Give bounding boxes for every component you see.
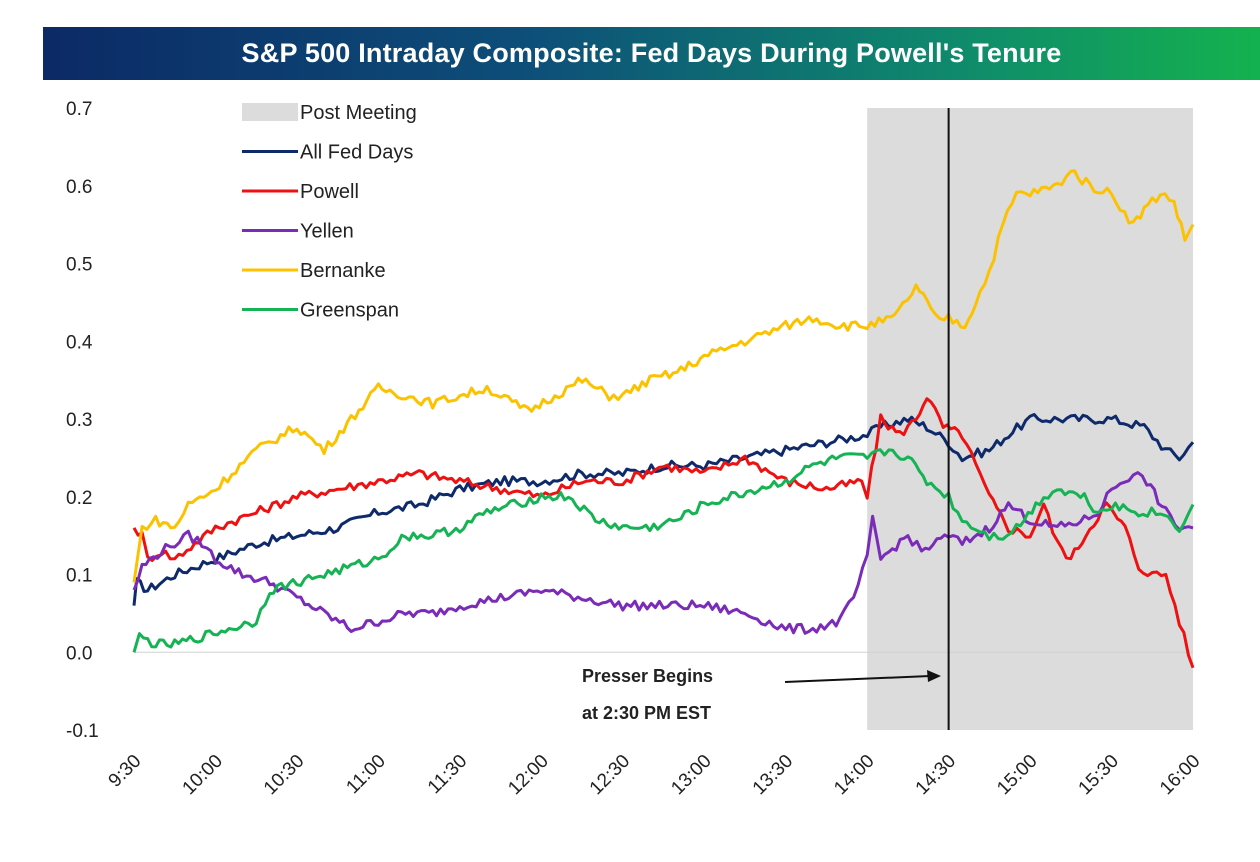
x-tick-label: 11:00 [342, 751, 389, 798]
legend-label: Bernanke [300, 260, 386, 282]
legend-swatch-post-meeting [242, 103, 298, 121]
annotation-text: at 2:30 PM EST [582, 703, 711, 723]
x-tick-label: 13:00 [667, 751, 715, 799]
x-tick-label: 10:00 [179, 751, 227, 799]
annotation-arrowhead [927, 670, 941, 682]
legend-label: All Fed Days [300, 142, 413, 164]
x-tick-label: 12:00 [504, 751, 552, 799]
y-tick-label: 0.7 [66, 99, 92, 120]
series-line-bernanke [132, 169, 1195, 583]
x-tick-label: 12:30 [586, 751, 634, 799]
series-line-all-fed-days [132, 413, 1195, 606]
x-tick-label: 13:30 [749, 751, 797, 799]
y-tick-label: 0.4 [66, 332, 93, 353]
y-tick-label: 0.3 [66, 410, 92, 431]
x-tick-label: 10:30 [260, 751, 308, 799]
y-tick-label: 0.0 [66, 643, 92, 664]
y-tick-label: 0.6 [66, 177, 92, 198]
x-tick-label: 11:30 [424, 751, 471, 798]
series-line-powell [132, 397, 1195, 669]
y-tick-label: 0.2 [66, 488, 92, 509]
annotation-arrow [784, 675, 931, 683]
legend-label: Post Meeting [300, 102, 417, 124]
x-tick-label: 15:30 [1075, 751, 1123, 799]
series-line-greenspan [132, 448, 1195, 653]
legend-label: Greenspan [300, 300, 399, 322]
x-tick-label: 9:30 [105, 751, 146, 792]
x-tick-label: 15:00 [993, 751, 1041, 799]
y-tick-label: 0.1 [66, 566, 92, 587]
y-tick-label: 0.5 [66, 255, 92, 276]
x-tick-label: 14:30 [912, 751, 960, 799]
chart-title: S&P 500 Intraday Composite: Fed Days Dur… [241, 38, 1062, 68]
series-line-yellen [132, 471, 1194, 635]
x-tick-label: 16:00 [1156, 751, 1204, 799]
chart-title-bar: S&P 500 Intraday Composite: Fed Days Dur… [43, 27, 1260, 80]
post-meeting-region [867, 108, 1193, 730]
legend-label: Powell [300, 181, 359, 203]
legend-label: Yellen [300, 221, 354, 243]
x-tick-label: 14:00 [830, 751, 878, 799]
annotation-text: Presser Begins [582, 666, 713, 686]
y-tick-label: -0.1 [66, 721, 99, 742]
